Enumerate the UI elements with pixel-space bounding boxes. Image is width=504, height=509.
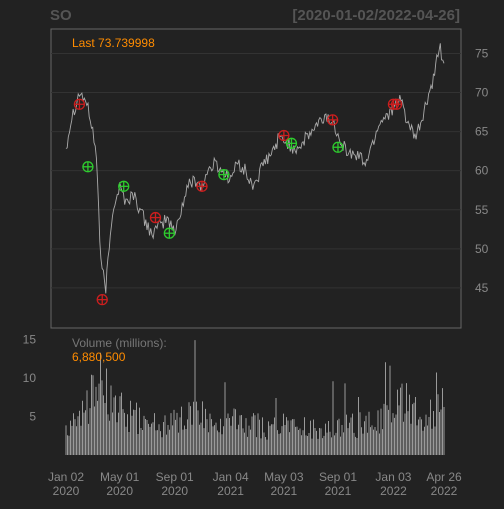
signal-marker <box>118 180 130 192</box>
time-tick-year: 2022 <box>380 484 407 498</box>
price-tick-label: 60 <box>475 164 489 178</box>
signal-marker <box>218 168 230 181</box>
price-panel-border <box>50 28 462 329</box>
volume-last-value: 6,880,500 <box>72 350 126 364</box>
price-series <box>65 43 445 294</box>
volume-tick-label: 10 <box>23 371 37 385</box>
signal-marker <box>196 180 208 192</box>
chart-title: SO <box>50 7 72 24</box>
time-tick-label: Jan 04 <box>213 470 249 484</box>
time-tick-label: Apr 26 <box>426 470 462 484</box>
price-tick-label: 70 <box>475 86 489 100</box>
time-tick-year: 2020 <box>53 484 80 498</box>
time-tick-label: May 03 <box>264 470 304 484</box>
time-tick-label: Jan 03 <box>375 470 411 484</box>
signal-marker <box>285 137 298 149</box>
price-tick-label: 50 <box>475 242 489 256</box>
time-tick-year: 2020 <box>106 484 133 498</box>
signal-marker <box>390 98 403 110</box>
signal-marker <box>96 293 108 306</box>
time-tick-year: 2021 <box>217 484 244 498</box>
price-tick-label: 75 <box>475 46 489 60</box>
price-tick-label: 45 <box>475 281 489 295</box>
price-grid <box>51 52 461 289</box>
signal-markers <box>73 98 403 306</box>
signal-marker <box>82 161 94 173</box>
price-tick-label: 55 <box>475 203 489 217</box>
volume-tick-label: 5 <box>29 410 36 424</box>
price-axis: 45 50 55 60 65 70 75 <box>475 46 489 294</box>
volume-series <box>65 340 445 455</box>
time-tick-label: Sep 01 <box>156 470 194 484</box>
time-tick-label: Jan 02 <box>48 470 84 484</box>
volume-axis: 5 10 15 <box>23 333 37 424</box>
volume-label: Volume (millions): <box>72 336 167 350</box>
signal-marker <box>326 114 339 126</box>
time-tick-year: 2022 <box>431 484 458 498</box>
price-tick-label: 65 <box>475 125 489 139</box>
price-line <box>65 43 445 294</box>
time-tick-label: May 01 <box>100 470 140 484</box>
time-tick-year: 2021 <box>325 484 352 498</box>
last-price-label: Last 73.739998 <box>72 36 155 50</box>
time-tick-year: 2020 <box>161 484 188 498</box>
signal-marker <box>332 141 344 153</box>
signal-marker <box>278 129 290 142</box>
signal-marker <box>163 227 175 239</box>
signal-marker <box>73 98 86 110</box>
signal-marker <box>149 211 162 224</box>
volume-tick-label: 15 <box>23 333 37 347</box>
time-tick-year: 2021 <box>271 484 298 498</box>
date-range: [2020-01-02/2022-04-26] <box>292 7 460 24</box>
time-tick-label: Sep 01 <box>319 470 357 484</box>
